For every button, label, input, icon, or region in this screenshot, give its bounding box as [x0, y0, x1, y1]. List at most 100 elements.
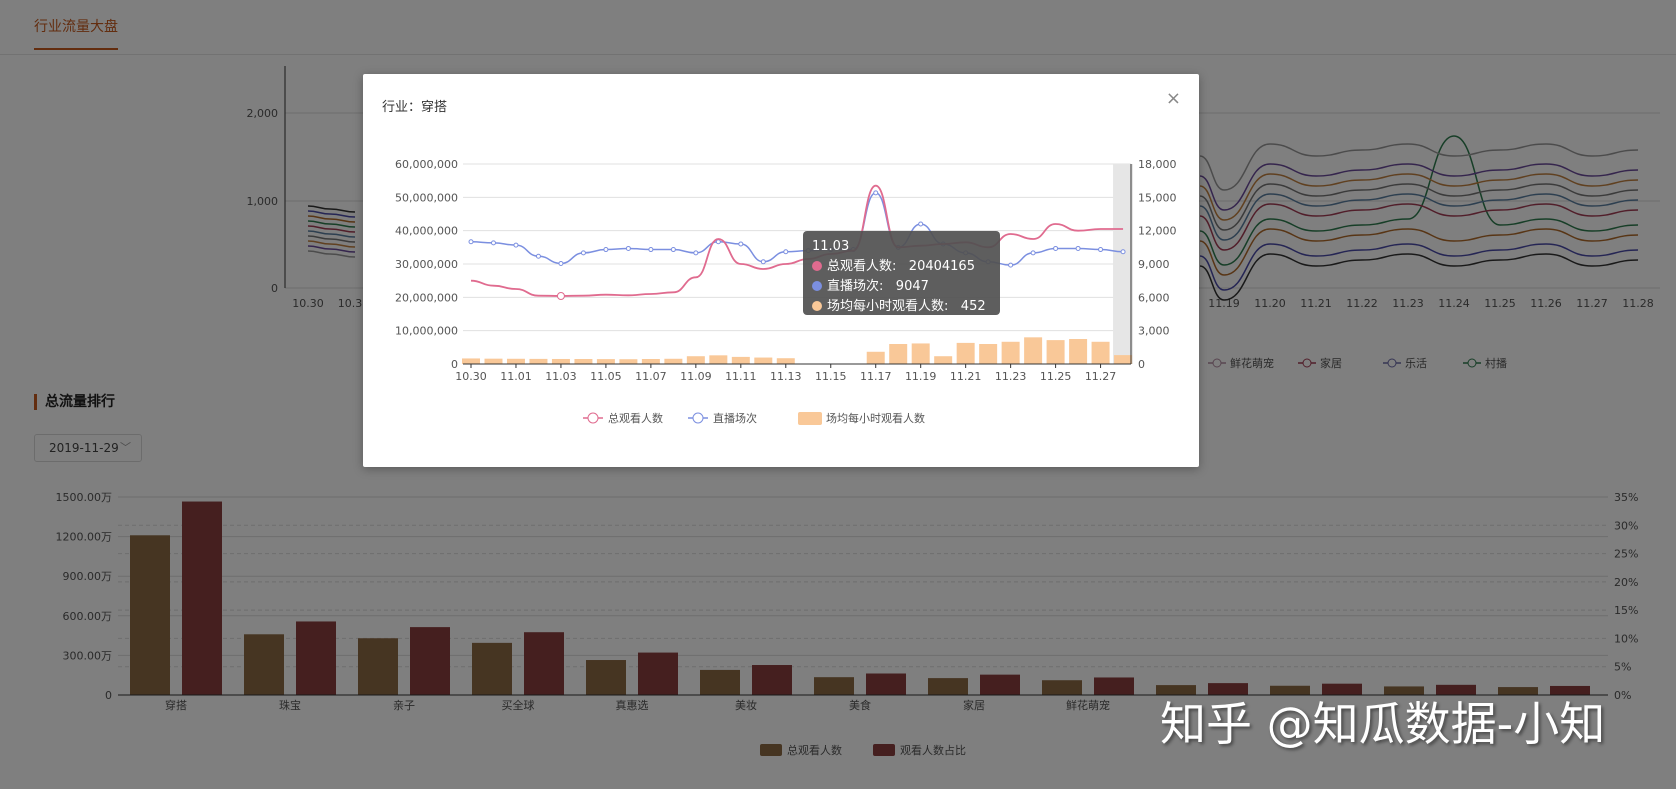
point-live-sessions	[513, 242, 519, 248]
point-live-sessions	[1120, 249, 1126, 255]
x-tick-label: 11.05	[590, 370, 622, 383]
legend-marker	[692, 412, 704, 424]
y-left-tick-label: 20,000,000	[395, 291, 458, 304]
bar-hourly-viewers	[596, 359, 615, 364]
tooltip-dot	[812, 301, 822, 311]
bar-hourly-viewers	[1091, 341, 1110, 364]
bar-hourly-viewers	[484, 358, 503, 364]
bar-hourly-viewers	[731, 356, 750, 364]
point-live-sessions	[558, 260, 564, 266]
tooltip-dot	[812, 281, 822, 291]
tooltip-value: 452	[960, 299, 986, 314]
x-tick-label: 11.19	[905, 370, 937, 383]
y-left-tick-label: 10,000,000	[395, 325, 458, 338]
legend-label: 直播场次	[713, 411, 757, 425]
bar-hourly-viewers	[889, 344, 908, 364]
y-left-tick-label: 30,000,000	[395, 258, 458, 271]
point-live-sessions	[1008, 262, 1014, 268]
legend-marker	[587, 412, 599, 424]
bar-hourly-viewers	[574, 359, 593, 364]
bar-hourly-viewers	[754, 357, 773, 364]
point-live-sessions	[580, 250, 586, 256]
point-live-sessions	[603, 247, 609, 253]
point-live-sessions	[490, 240, 496, 246]
bar-hourly-viewers	[664, 358, 683, 364]
point-live-sessions	[715, 239, 721, 245]
legend-label: 场均每小时观看人数	[826, 411, 925, 425]
point-live-sessions	[738, 241, 744, 247]
y-left-tick-label: 60,000,000	[395, 158, 458, 171]
point-live-sessions	[670, 247, 676, 253]
y-right-tick-label: 6,000	[1138, 291, 1170, 304]
x-tick-label: 11.27	[1085, 370, 1117, 383]
tooltip-label: 总观看人数:	[827, 259, 897, 274]
x-tick-label: 11.21	[950, 370, 982, 383]
bar-hourly-viewers	[979, 344, 998, 364]
watermark: 知乎 @知瓜数据-小知	[1160, 697, 1606, 751]
point-live-sessions	[1030, 250, 1036, 256]
point-live-sessions	[1053, 245, 1059, 251]
point-live-sessions	[1075, 245, 1081, 251]
y-right-tick-label: 0	[1138, 358, 1145, 371]
chart-tooltip: 11.03 总观看人数: 20404165 直播场次: 9047 场均每小时观看…	[803, 231, 1000, 315]
x-tick-label: 10.30	[455, 370, 487, 383]
x-tick-label: 11.07	[635, 370, 667, 383]
y-right-tick-label: 12,000	[1138, 225, 1177, 238]
x-tick-label: 11.13	[770, 370, 802, 383]
x-tick-label: 11.01	[500, 370, 532, 383]
tooltip-row-hourly: 场均每小时观看人数: 452	[812, 297, 991, 317]
point-live-sessions	[648, 247, 654, 253]
bar-hourly-viewers	[934, 356, 953, 364]
point-highlight-total-viewers	[556, 291, 565, 300]
point-live-sessions	[625, 245, 631, 251]
bar-hourly-viewers	[709, 355, 728, 364]
legend-swatch	[798, 412, 822, 425]
x-tick-label: 11.11	[725, 370, 757, 383]
bar-hourly-viewers	[776, 358, 795, 364]
point-live-sessions	[535, 253, 541, 259]
bar-hourly-viewers	[529, 358, 548, 364]
bar-hourly-viewers	[686, 356, 705, 364]
close-icon[interactable]: ×	[1165, 88, 1181, 109]
bar-hourly-viewers	[1046, 340, 1065, 364]
point-live-sessions	[760, 259, 766, 265]
y-right-tick-label: 3,000	[1138, 325, 1170, 338]
bar-hourly-viewers	[619, 359, 638, 364]
x-tick-label: 11.25	[1040, 370, 1072, 383]
y-left-tick-label: 0	[451, 358, 458, 371]
point-live-sessions	[783, 249, 789, 255]
bar-hourly-viewers	[911, 343, 930, 364]
point-live-sessions	[1098, 247, 1104, 253]
bar-hourly-viewers	[1001, 341, 1020, 364]
bar-hourly-viewers	[956, 342, 975, 364]
y-left-tick-label: 40,000,000	[395, 225, 458, 238]
point-live-sessions	[693, 250, 699, 256]
x-tick-label: 11.17	[860, 370, 892, 383]
line-live-sessions	[470, 192, 1124, 266]
tooltip-label: 场均每小时观看人数:	[827, 299, 949, 314]
bar-hourly-viewers	[866, 351, 885, 364]
legend-label: 总观看人数	[608, 411, 663, 425]
tooltip-date: 11.03	[812, 239, 850, 254]
x-tick-label: 11.15	[815, 370, 847, 383]
tooltip-row-sessions: 直播场次: 9047	[812, 277, 991, 297]
modal-combo-chart: 60,000,000 50,000,000 40,000,000 30,000,000…	[395, 158, 1177, 425]
modal-title: 行业：穿搭	[382, 100, 448, 115]
tooltip-label: 直播场次:	[827, 279, 884, 294]
tooltip-dot	[812, 261, 822, 271]
point-live-sessions	[468, 239, 474, 245]
x-tick-label: 11.09	[680, 370, 712, 383]
tooltip-value: 9047	[895, 279, 929, 294]
point-live-sessions	[873, 190, 879, 196]
bar-hourly-viewers	[506, 358, 525, 364]
bar-hourly-viewers	[1069, 339, 1088, 364]
industry-detail-modal: 行业：穿搭 × 60,000,000 50,000,000 40,000,000 30…	[363, 74, 1199, 467]
bar-hourly-viewers	[1114, 355, 1133, 364]
bar-hourly-viewers	[1024, 337, 1043, 364]
x-tick-label: 11.23	[995, 370, 1027, 383]
tooltip-row-total: 总观看人数: 20404165	[812, 257, 991, 277]
hover-band	[1113, 164, 1134, 364]
bar-hourly-viewers	[641, 359, 660, 364]
y-right-tick-label: 9,000	[1138, 258, 1170, 271]
tooltip-value: 20404165	[908, 259, 975, 274]
